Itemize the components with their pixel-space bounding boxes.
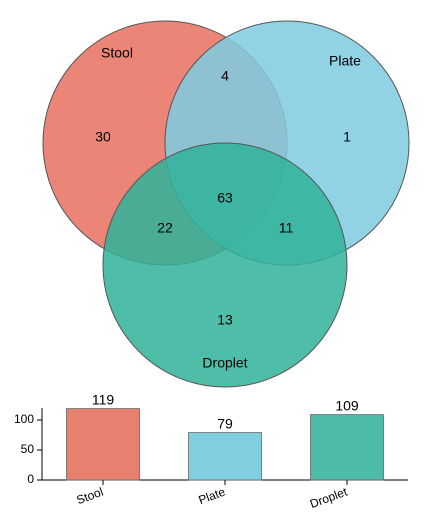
x-tick-label: Droplet [308,484,350,511]
y-tick-label: 0 [27,472,34,486]
set-label: Droplet [202,355,247,371]
region-count: 4 [221,68,229,84]
bar [188,432,262,481]
region-count: 30 [95,129,111,145]
value-label: 79 [217,415,233,431]
region-count: 13 [217,312,233,328]
value-label: 109 [335,397,359,413]
region-count: 11 [279,220,294,236]
region-count: 63 [217,190,233,206]
set-label: Plate [329,53,361,69]
set-label: Stool [101,45,133,61]
value-label: 119 [92,391,115,407]
y-tick-label: 50 [21,442,35,456]
region-count: 1 [343,129,351,145]
region-count: 22 [157,220,173,236]
x-tick-label: Plate [197,485,228,508]
x-tick-label: Stool [75,485,105,508]
bar [310,414,384,481]
bar [66,408,140,481]
venn-set [102,142,348,388]
y-tick-label: 100 [14,412,34,426]
